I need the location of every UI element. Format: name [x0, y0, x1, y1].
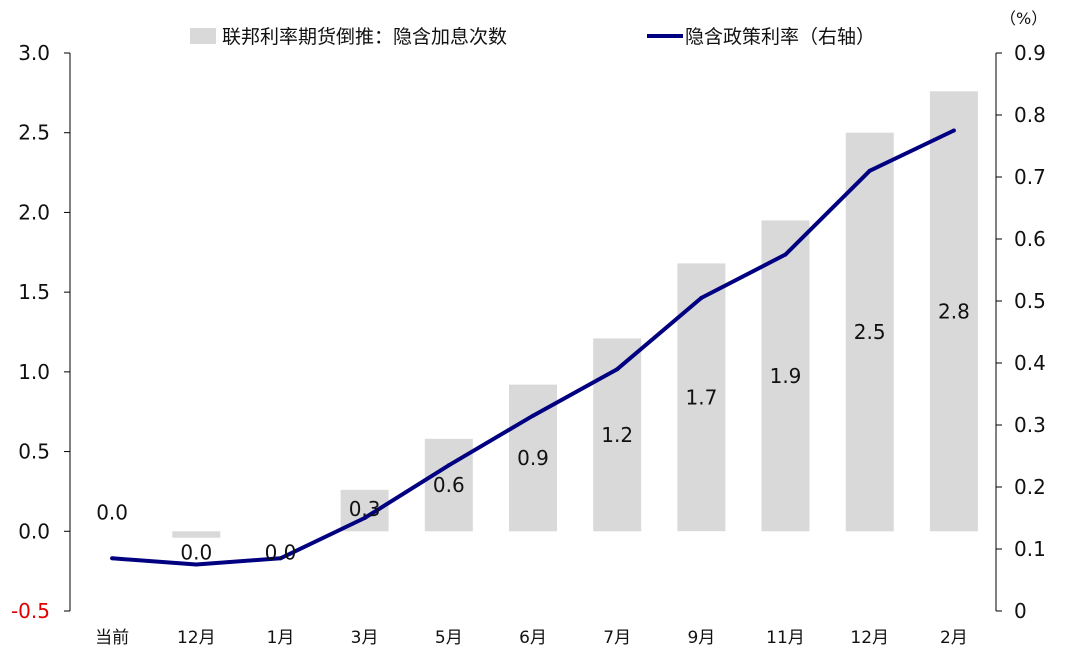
left-tick-label-0: -0.5 — [11, 599, 50, 623]
right-tick-label-5: 0.5 — [1014, 289, 1046, 313]
bar-series — [172, 91, 978, 538]
category-label-3: 3月 — [351, 628, 379, 648]
line-point-5 — [531, 413, 535, 418]
legend-bar-swatch — [190, 28, 216, 44]
left-tick-label-5: 2.0 — [18, 200, 50, 224]
bar-8 — [761, 220, 810, 532]
right-tick-label-3: 0.3 — [1014, 413, 1046, 437]
legend: 联邦利率期货倒推：隐含加息次数 隐含政策利率（右轴） — [190, 26, 875, 48]
left-tick-label-7: 3.0 — [18, 41, 50, 65]
bar-data-label-0: 0.0 — [96, 500, 128, 524]
bar-data-label-2: 0.0 — [265, 540, 297, 564]
left-tick-label-3: 1.0 — [18, 360, 50, 384]
right-tick-label-2: 0.2 — [1014, 475, 1046, 499]
category-label-0: 当前 — [95, 628, 129, 648]
right-tick-label-0: 0 — [1014, 599, 1027, 623]
right-tick-label-4: 0.4 — [1014, 351, 1046, 375]
right-tick-label-1: 0.1 — [1014, 537, 1046, 561]
line-point-3 — [362, 516, 367, 520]
bar-10 — [929, 91, 978, 532]
legend-bar-label: 联邦利率期货倒推：隐含加息次数 — [222, 26, 507, 48]
line-point-2 — [278, 556, 283, 561]
line-point-0 — [110, 556, 115, 561]
category-label-4: 5月 — [435, 628, 463, 648]
bar-data-labels: 0.0 0.0 0.0 0.3 0.6 0.9 1.2 1.7 1.9 2.5 2.8 — [96, 299, 970, 564]
line-point-8 — [783, 252, 788, 257]
category-label-2: 1月 — [267, 628, 295, 648]
right-axis-unit: （%） — [1000, 9, 1047, 28]
category-labels: 当前 12月 1月 3月 5月 6月 7月 9月 11月 12月 2月 — [95, 628, 968, 648]
bar-1 — [172, 531, 221, 538]
category-label-5: 6月 — [519, 628, 547, 648]
left-axis-ticks: -0.5 0.0 0.5 1.0 1.5 2.0 2.5 3.0 — [11, 41, 70, 623]
bar-data-label-5: 0.9 — [517, 446, 549, 470]
line-point-4 — [446, 463, 451, 468]
left-tick-label-4: 1.5 — [18, 280, 50, 304]
right-axis-ticks: 0 0.1 0.2 0.3 0.4 0.5 0.6 0.7 0.8 0.9 — [996, 41, 1046, 623]
right-tick-label-8: 0.8 — [1014, 103, 1046, 127]
bar-data-label-8: 1.9 — [770, 364, 802, 388]
category-label-6: 7月 — [603, 628, 631, 648]
category-label-9: 12月 — [850, 628, 889, 648]
category-label-1: 12月 — [177, 628, 216, 648]
right-tick-label-6: 0.6 — [1014, 227, 1046, 251]
left-tick-label-1: 0.0 — [18, 519, 50, 543]
bar-7 — [677, 263, 726, 532]
bar-data-label-9: 2.5 — [854, 320, 886, 344]
bar-data-label-10: 2.8 — [938, 299, 970, 323]
category-label-8: 11月 — [766, 628, 805, 648]
left-tick-label-2: 0.5 — [18, 440, 50, 464]
right-tick-label-9: 0.9 — [1014, 41, 1046, 65]
line-series — [110, 128, 956, 567]
line-point-10 — [951, 128, 956, 133]
line-point-6 — [615, 367, 620, 372]
line-point-9 — [867, 168, 872, 173]
bar-data-label-7: 1.7 — [685, 385, 717, 409]
line-point-1 — [194, 562, 199, 567]
right-tick-label-7: 0.7 — [1014, 165, 1046, 189]
line-point-7 — [699, 295, 704, 300]
bar-data-label-3: 0.3 — [349, 497, 381, 521]
category-label-7: 9月 — [687, 628, 715, 648]
bar-data-label-4: 0.6 — [433, 473, 465, 497]
bar-data-label-6: 1.2 — [601, 423, 633, 447]
bar-9 — [845, 132, 894, 532]
left-tick-label-6: 2.5 — [18, 121, 50, 145]
category-label-10: 2月 — [940, 628, 968, 648]
bar-data-label-1: 0.0 — [180, 540, 212, 564]
legend-line-label: 隐含政策利率（右轴） — [685, 26, 875, 48]
